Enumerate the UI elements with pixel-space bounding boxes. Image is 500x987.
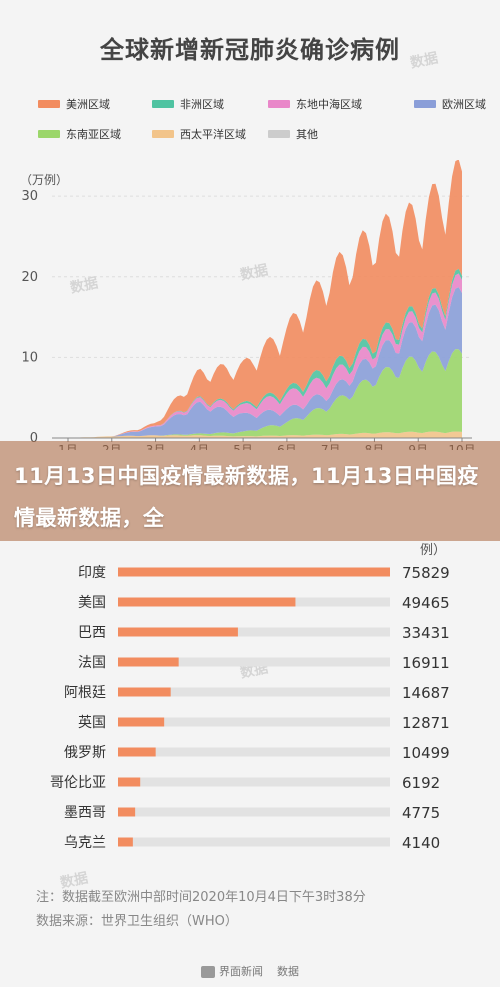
bar-track [118, 657, 390, 667]
note-text: 注：数据截至欧洲中部时间2020年10月4日下午3时38分 [36, 890, 366, 905]
bar-category-label: 阿根廷 [64, 685, 106, 701]
bar-value-label: 14687 [402, 684, 450, 702]
legend-label: 西太平洋区域 [180, 128, 246, 141]
legend-label: 非洲区域 [180, 98, 224, 111]
bar-track [118, 627, 390, 637]
area-series [68, 431, 462, 438]
bar-value-label: 12871 [402, 714, 450, 732]
area-series [68, 349, 462, 438]
legend-swatch [38, 100, 60, 108]
source-text: 数据来源：世界卫生组织（WHO） [36, 914, 238, 929]
legend-swatch [268, 130, 290, 138]
bar-value-label: 4775 [402, 804, 440, 822]
bar [118, 717, 165, 727]
legend-entry: 东地中海区域 [268, 96, 362, 112]
legend-label: 美洲区域 [66, 98, 110, 111]
bar [118, 747, 156, 757]
bar-track [118, 777, 390, 787]
legend-entry: 东南亚区域 [38, 126, 121, 142]
bar-value-label: 16911 [402, 654, 450, 672]
legend-label: 东南亚区域 [66, 128, 121, 141]
bar-track [118, 807, 390, 817]
bar [118, 777, 141, 787]
legend-swatch [152, 100, 174, 108]
legend-entry: 美洲区域 [38, 96, 110, 112]
footer: 界面新闻 数据 [0, 955, 500, 987]
bar [118, 687, 171, 697]
bar-track [118, 837, 390, 847]
bar-track [118, 747, 390, 757]
area-chart: （万例）01020301月2月3月4月5月6月7月8月9月10月 [20, 160, 476, 450]
footer-brand-2: 数据 [277, 965, 299, 978]
bar-category-label: 俄罗斯 [64, 745, 106, 761]
footer-brand: 界面新闻 [201, 963, 263, 979]
bar-value-label: 75829 [402, 564, 450, 582]
bar-category-label: 英国 [78, 714, 106, 731]
area-series [68, 273, 462, 438]
overlay-title: 11月13日中国疫情最新数据，11月13日中国疫情最新数据，全 [14, 464, 479, 530]
bar [118, 567, 390, 577]
bar-category-label: 美国 [78, 595, 106, 611]
bar-category-label: 墨西哥 [64, 805, 106, 821]
bar-category-label: 法国 [78, 655, 106, 671]
bar-track [118, 687, 390, 697]
bar [118, 837, 133, 847]
legend-label: 东地中海区域 [296, 98, 362, 111]
bar-category-label: 乌克兰 [64, 835, 106, 851]
legend-entry: 非洲区域 [152, 96, 224, 112]
legend-label: 欧洲区域 [442, 98, 486, 111]
legend-entry: 西太平洋区域 [152, 126, 246, 142]
bar [118, 597, 296, 607]
bar-value-label: 33431 [402, 624, 450, 642]
title-overlay-band [0, 441, 500, 541]
y-tick-label: 30 [21, 189, 38, 204]
y-tick-label: 20 [21, 270, 38, 285]
bar-unit-label: 例） [420, 543, 446, 558]
y-tick-label: 0 [30, 431, 38, 446]
chart-title: 全球新增新冠肺炎确诊病例 [100, 36, 400, 64]
bar-value-label: 10499 [402, 744, 450, 762]
y-unit-label: （万例） [20, 173, 68, 187]
bar-value-label: 4140 [402, 834, 440, 852]
area-series [68, 287, 462, 438]
bar [118, 807, 136, 817]
legend-entry: 其他 [268, 126, 318, 142]
legend-label: 其他 [296, 128, 318, 141]
bar [118, 657, 179, 667]
bar-value-label: 49465 [402, 594, 450, 612]
legend-swatch [268, 100, 290, 108]
legend-swatch [38, 130, 60, 138]
legend-swatch [414, 100, 436, 108]
bar-track [118, 717, 390, 727]
y-tick-label: 10 [21, 350, 38, 365]
bar-category-label: 哥伦比亚 [50, 775, 106, 791]
legend-entry: 欧洲区域 [414, 96, 486, 112]
bar-category-label: 巴西 [78, 625, 106, 641]
watermark-text: 数据 [408, 50, 440, 72]
bar-value-label: 6192 [402, 774, 440, 792]
bar-category-label: 印度 [78, 565, 106, 581]
bar-chart: 例） 印度 75829 美国 49465 巴西 33431 法国 16911 阿根廷 14687 英国… [50, 543, 450, 852]
area-series [68, 160, 462, 438]
brand-logo-icon [201, 966, 215, 978]
legend-swatch [152, 130, 174, 138]
bar [118, 627, 238, 637]
